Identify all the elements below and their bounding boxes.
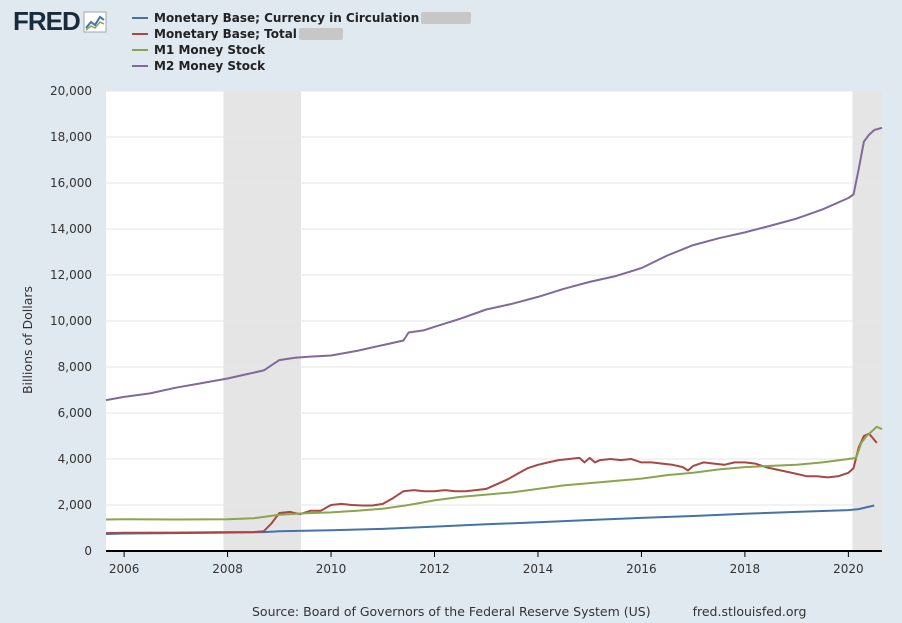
x-tick-label: 2020	[833, 562, 864, 576]
x-tick-label: 2014	[523, 562, 554, 576]
x-tick-label: 2012	[419, 562, 450, 576]
y-tick-label: 10,000	[50, 314, 92, 328]
y-tick-label: 4,000	[58, 452, 92, 466]
legend-label: M1 Money Stock	[154, 43, 266, 57]
legend-label: Monetary Base; Total	[154, 27, 297, 41]
y-tick-label: 8,000	[58, 360, 92, 374]
y-tick-label: 16,000	[50, 176, 92, 190]
source-url-link[interactable]: fred.stlouisfed.org	[692, 604, 807, 619]
x-tick-label: 2010	[316, 562, 347, 576]
x-tick-label: 2018	[730, 562, 761, 576]
source-text: Source: Board of Governors of the Federa…	[252, 604, 651, 619]
y-tick-label: 20,000	[50, 84, 92, 98]
chart-legend: Monetary Base; Currency in Circulation Mo…	[132, 10, 472, 74]
y-tick-label: 6,000	[58, 406, 92, 420]
legend-swatch	[132, 33, 148, 35]
legend-item-3[interactable]: M2 Money Stock	[132, 58, 471, 74]
legend-label: Monetary Base; Currency in Circulation	[154, 11, 420, 25]
x-tick-label: 2016	[626, 562, 657, 576]
legend-item-1[interactable]: Monetary Base; Total	[132, 26, 471, 42]
legend-item-0[interactable]: Monetary Base; Currency in Circulation	[132, 10, 472, 26]
legend-item-2[interactable]: M1 Money Stock	[132, 42, 471, 58]
source-caption: Source: Board of Governors of the Federa…	[252, 604, 806, 619]
series-line-2	[105, 425, 883, 521]
redacted-mask	[421, 12, 472, 24]
series-line-1	[105, 432, 878, 535]
y-tick-label: 18,000	[50, 130, 92, 144]
legend-swatch	[132, 65, 148, 67]
y-tick-label: 12,000	[50, 268, 92, 282]
y-tick-label: 14,000	[50, 222, 92, 236]
legend-swatch	[132, 17, 148, 19]
redacted-mask	[298, 28, 343, 40]
x-tick-label: 2008	[212, 562, 243, 576]
series-line-3	[105, 126, 883, 402]
legend-label: M2 Money Stock	[154, 59, 266, 73]
y-axis-label: Billions of Dollars	[20, 286, 35, 394]
legend-swatch	[132, 49, 148, 51]
fred-logo-text: FRED	[13, 6, 81, 36]
x-tick-label: 2006	[109, 562, 140, 576]
y-tick-label: 0	[84, 544, 92, 558]
fred-logo[interactable]: FRED	[13, 6, 107, 37]
fred-graph-icon	[83, 11, 107, 32]
y-tick-label: 2,000	[58, 498, 92, 512]
